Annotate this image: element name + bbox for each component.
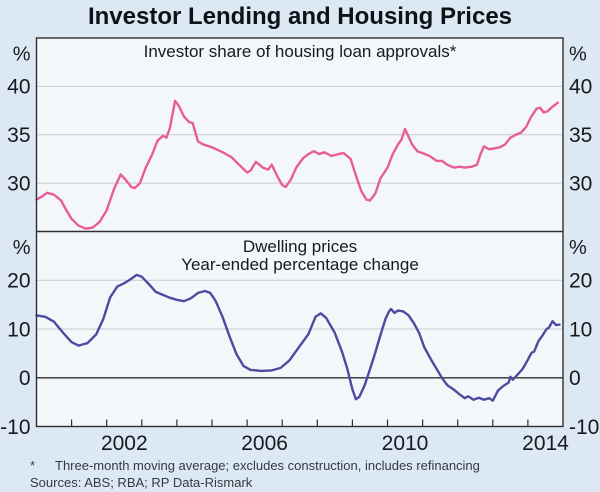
y-tick-label-left: 20 [7,270,30,293]
y-tick-label-right: 35 [569,124,592,147]
y-tick-label-left: 30 [7,172,30,195]
unit-label-right: % [569,43,587,65]
footnote-marker: * [30,458,35,473]
investor-share-line [35,99,559,230]
dwelling-prices-line [35,273,561,402]
y-tick-label-right: 10 [569,318,592,341]
gridlines-layer [36,85,563,379]
x-year-label: 2002 [101,432,148,455]
x-year-label: 2006 [241,432,288,455]
bottom-panel-title: Dwelling prices [243,237,357,256]
x-year-label: 2014 [522,432,569,455]
y-tick-label-right: 20 [569,270,592,293]
plot-area [36,38,563,427]
y-tick-label-left: -10 [0,416,30,439]
y-tick-label-right: 0 [569,367,581,390]
y-tick-label-right: 40 [569,76,592,99]
plot-border [35,37,564,428]
series-layer [35,99,561,402]
chart-title: Investor Lending and Housing Prices [88,3,512,30]
x-year-label: 2010 [382,432,429,455]
unit-label-left: % [13,237,31,259]
y-tick-label-right: 30 [569,172,592,195]
sources-text: Sources: ABS; RBA; RP Data-Rismark [30,475,253,490]
bottom-panel-subtitle: Year-ended percentage change [181,255,419,274]
footnote-text: Three-month moving average; excludes con… [55,458,480,473]
y-tick-label-right: -10 [569,416,599,439]
unit-label-right: % [569,237,587,259]
axes-layer [35,37,564,428]
y-tick-label-left: 0 [19,367,31,390]
y-tick-label-left: 10 [7,318,30,341]
y-tick-label-left: 35 [7,124,30,147]
unit-label-left: % [13,43,31,65]
top-panel-title: Investor share of housing loan approvals… [144,42,457,61]
y-tick-label-left: 40 [7,76,30,99]
